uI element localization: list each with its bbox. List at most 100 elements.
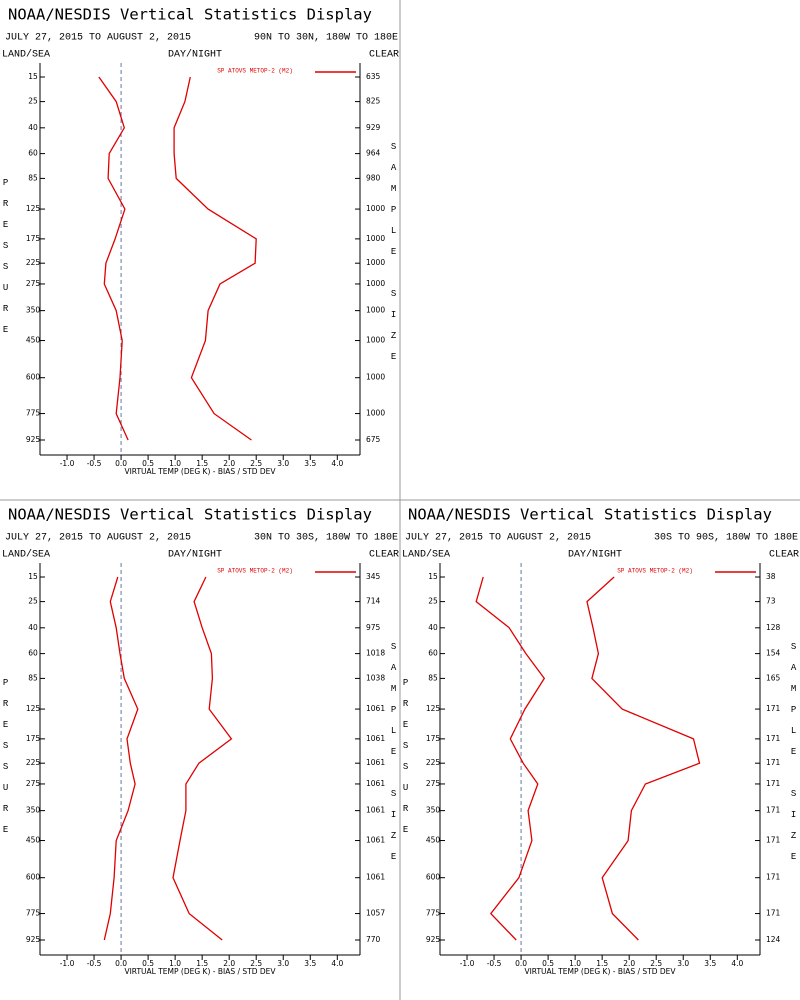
header: CLEAR	[769, 550, 799, 561]
y-tick-label: 40	[28, 623, 38, 632]
profile-line	[586, 576, 701, 941]
y-tick-label: 275	[26, 779, 41, 788]
header: LAND/SEA	[2, 49, 50, 61]
y-tick-label: 600	[26, 373, 41, 382]
x-tick-label: 1.5	[196, 959, 208, 968]
region: 30N TO 30S, 180W TO 180E	[254, 533, 398, 544]
sample-size-label: 1000	[366, 279, 385, 288]
sample-size-label: 154	[766, 649, 781, 658]
x-tick-label: -0.5	[87, 959, 102, 968]
sample-size-label: 714	[366, 597, 381, 606]
y-tick-label: 85	[28, 173, 38, 182]
sample-size-label: 1000	[366, 306, 385, 315]
sample-size-label: 975	[366, 623, 381, 632]
x-tick-label: 1.0	[569, 959, 581, 968]
x-tick-label: 2.0	[623, 959, 635, 968]
subtitle: JULY 27, 2015 TO AUGUST 2, 2015	[5, 533, 191, 544]
sample-size-label: 1061	[366, 734, 385, 743]
y-tick-label: 15	[28, 572, 38, 581]
y-tick-label: 925	[426, 935, 441, 944]
sample-size-label: 171	[766, 734, 781, 743]
x-tick-label: 3.0	[277, 459, 289, 468]
sample-size-label: 165	[766, 673, 781, 682]
y-tick-label: 85	[28, 673, 38, 682]
header: LAND/SEA	[2, 549, 50, 561]
y-tick-label: 40	[428, 623, 438, 632]
y-tick-label: 275	[26, 279, 41, 288]
sample-size-label: 171	[766, 836, 781, 845]
header: DAY/NIGHT	[168, 49, 222, 61]
sample-size-label: 124	[766, 935, 781, 944]
y-tick-label: 225	[26, 258, 41, 267]
y-tick-label: 925	[26, 935, 41, 944]
y2-axis-label: SAMPLE SIZE	[789, 642, 799, 873]
x-tick-label: 3.5	[704, 959, 716, 968]
x-axis-label: VIRTUAL TEMP (DEG K) - BIAS / STD DEV	[524, 967, 676, 976]
sample-size-label: 1061	[366, 779, 385, 788]
sample-size-label: 1061	[366, 704, 385, 713]
y-tick-label: 60	[28, 649, 38, 658]
profile-line	[172, 576, 233, 941]
sample-size-label: 171	[766, 909, 781, 918]
subtitle: JULY 27, 2015 TO AUGUST 2, 2015	[405, 533, 591, 544]
sample-size-label: 1061	[366, 873, 385, 882]
y-tick-label: 175	[426, 734, 441, 743]
sample-size-label: 1061	[366, 758, 385, 767]
y-tick-label: 60	[28, 149, 38, 158]
sample-size-label: 73	[766, 597, 776, 606]
chart-title: NOAA/NESDIS Vertical Statistics Display	[8, 6, 372, 24]
sample-size-label: 1000	[366, 204, 385, 213]
y-tick-label: 450	[426, 836, 441, 845]
x-tick-label: 0.5	[142, 459, 154, 468]
sample-size-label: 1057	[366, 909, 385, 918]
y2-axis-label: SAMPLE SIZE	[389, 142, 399, 373]
sample-size-label: 1000	[366, 336, 385, 345]
x-tick-label: 1.5	[596, 959, 608, 968]
chart-title: NOAA/NESDIS Vertical Statistics Display	[408, 506, 772, 524]
region: 30S TO 90S, 180W TO 180E	[654, 533, 798, 544]
x-tick-label: 1.0	[169, 959, 181, 968]
y-tick-label: 600	[26, 873, 41, 882]
y-tick-label: 275	[426, 779, 441, 788]
y-tick-label: 125	[26, 204, 41, 213]
y-tick-label: 450	[26, 336, 41, 345]
x-tick-label: 3.5	[304, 959, 316, 968]
y-tick-label: 15	[28, 72, 38, 81]
y-tick-label: 775	[26, 409, 41, 418]
sample-size-label: 964	[366, 149, 381, 158]
x-tick-label: 2.0	[223, 459, 235, 468]
sample-size-label: 171	[766, 704, 781, 713]
panel: NOAA/NESDIS Vertical Statistics Display J…	[1, 506, 399, 977]
y-axis-label: PRESSURE	[1, 678, 11, 846]
x-tick-label: 1.5	[196, 459, 208, 468]
header: CLEAR	[369, 550, 399, 561]
x-axis-label: VIRTUAL TEMP (DEG K) - BIAS / STD DEV	[124, 467, 276, 476]
legend-label: SP ATOVS METOP-2 (M2)	[217, 68, 293, 75]
x-tick-label: 0.0	[115, 459, 127, 468]
x-tick-label: -1.0	[460, 959, 475, 968]
y-tick-label: 775	[426, 909, 441, 918]
sample-size-label: 1000	[366, 234, 385, 243]
y-tick-label: 225	[26, 758, 41, 767]
panel: NOAA/NESDIS Vertical Statistics Display J…	[401, 506, 799, 977]
y-tick-label: 15	[428, 572, 438, 581]
sample-size-label: 825	[366, 97, 381, 106]
x-tick-label: -0.5	[87, 459, 102, 468]
y2-axis-label: SAMPLE SIZE	[389, 642, 399, 873]
y-tick-label: 125	[426, 704, 441, 713]
y-tick-label: 25	[28, 97, 38, 106]
panel: NOAA/NESDIS Vertical Statistics Display J…	[1, 6, 399, 477]
profile-line	[98, 76, 129, 441]
profile-line	[103, 576, 139, 941]
x-tick-label: 4.0	[331, 959, 343, 968]
sample-size-label: 1000	[366, 258, 385, 267]
x-tick-label: 4.0	[731, 959, 743, 968]
x-tick-label: 2.5	[250, 459, 262, 468]
y-tick-label: 60	[428, 649, 438, 658]
sample-size-label: 345	[366, 572, 381, 581]
y-tick-label: 125	[26, 704, 41, 713]
y-tick-label: 25	[28, 597, 38, 606]
y-tick-label: 450	[26, 836, 41, 845]
chart-title: NOAA/NESDIS Vertical Statistics Display	[8, 506, 372, 524]
